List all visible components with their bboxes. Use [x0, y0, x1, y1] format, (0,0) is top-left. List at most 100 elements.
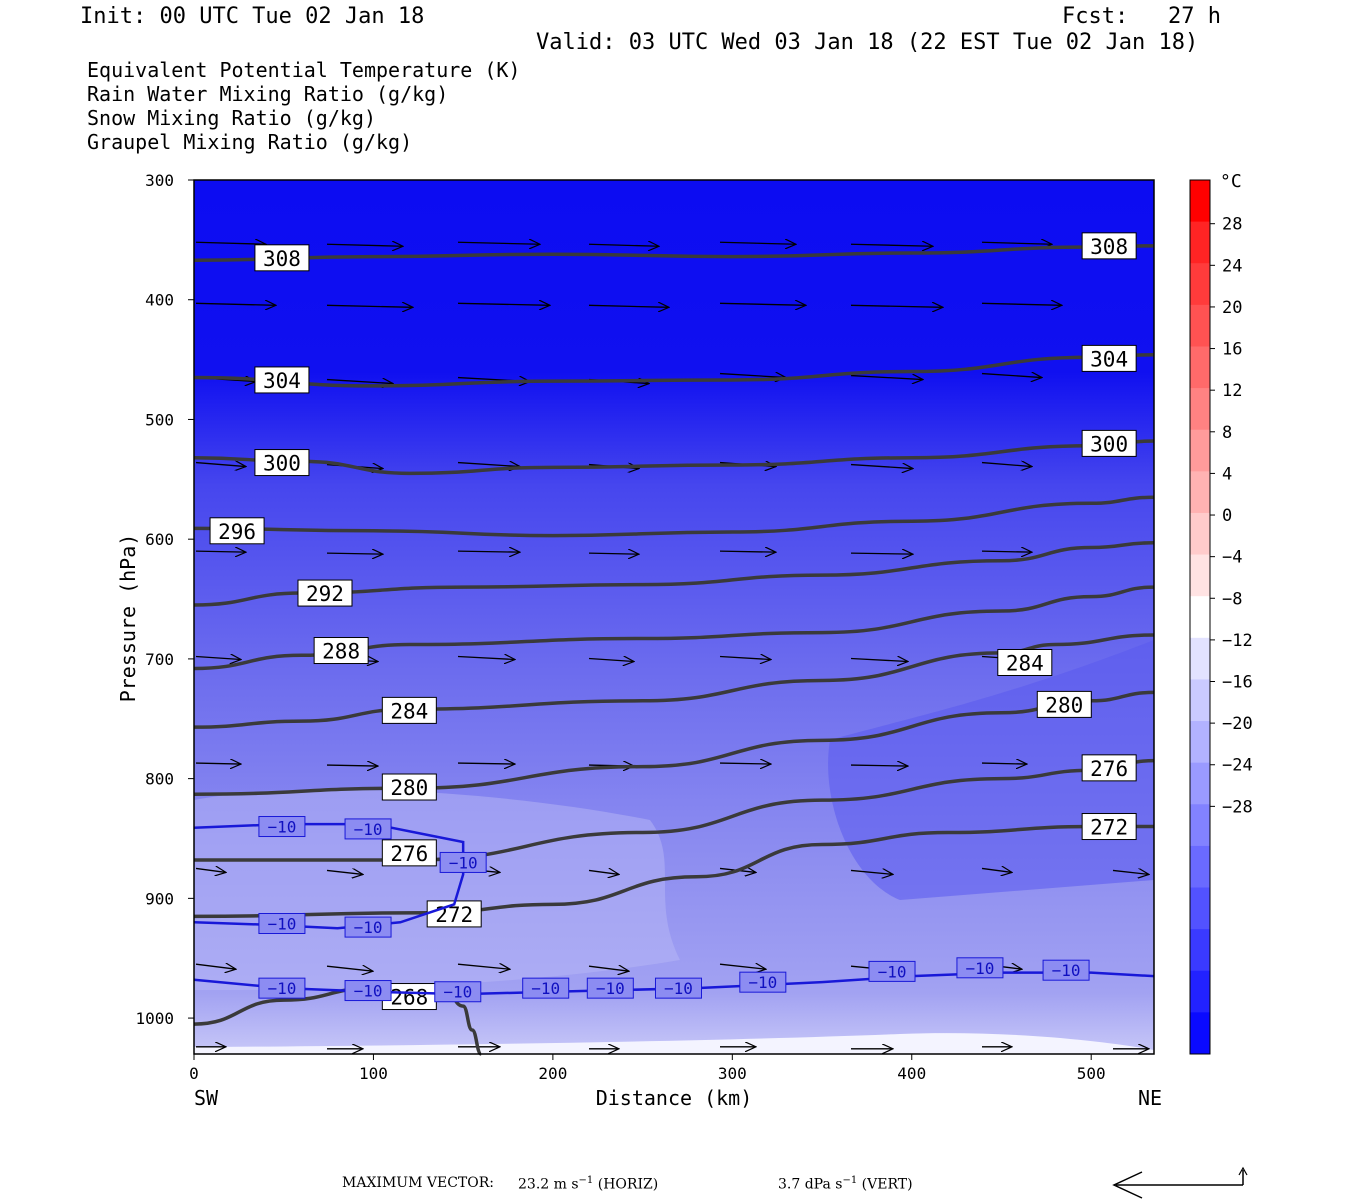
colorbar-tick-label: 28	[1222, 215, 1242, 235]
wind-vector	[719, 964, 766, 969]
temperature-label: −10	[267, 979, 296, 998]
theta-e-label-box	[254, 449, 310, 477]
theta-e-label: 284	[1006, 651, 1044, 675]
max-vector-vert-exp: −1	[842, 1175, 858, 1186]
temperature-label: −10	[354, 820, 383, 839]
colorbar-swatch	[1190, 304, 1210, 347]
wind-vector	[457, 303, 550, 305]
theta-e-line	[193, 244, 1155, 262]
theta-e-contours: 308 3083043043003002962922882842842802802…	[193, 232, 1155, 1056]
legend-snow: Snow Mixing Ratio (g/kg)	[87, 106, 376, 130]
theta-e-label: 304	[1090, 347, 1128, 371]
temperature-label-box	[344, 980, 392, 1002]
theta-e-label-box	[997, 648, 1053, 676]
colorbar-swatch	[1190, 721, 1210, 764]
colorbar-swatch	[1190, 929, 1210, 972]
wind-vector	[195, 763, 241, 764]
colorbar: 28 24 20 16 12 8 4 0 −4 −8 −12 −16 −20 −24 −28	[1189, 179, 1253, 1055]
init-time: Init: 00 UTC Tue 02 Jan 18	[80, 4, 425, 29]
wind-vector	[850, 465, 913, 469]
colorbar-tick-label: −12	[1222, 631, 1253, 651]
temperature-label: −10	[267, 914, 296, 933]
temperature-label: −10	[965, 959, 994, 978]
wind-vector	[457, 763, 515, 764]
temperature-label-box	[439, 851, 487, 873]
temperature-label: −10	[748, 973, 777, 992]
colorbar-tick-label: 0	[1222, 506, 1232, 526]
y-tick-label: 300	[145, 171, 174, 190]
colorbar-tick-label: 24	[1222, 256, 1242, 276]
theta-e-label-box	[1036, 690, 1092, 718]
wind-vector	[719, 763, 771, 764]
theta-e-label: 284	[390, 699, 428, 723]
theta-e-label-box	[1081, 344, 1137, 372]
wind-vector	[719, 303, 806, 305]
wind-vector	[326, 380, 393, 384]
wind-vector	[326, 870, 363, 874]
temperature-line	[193, 822, 465, 930]
wind-vector	[457, 964, 510, 969]
colorbar-swatch	[1190, 1012, 1210, 1055]
wind-vector	[195, 657, 241, 660]
x-tick-label: 500	[1077, 1064, 1106, 1083]
temperature-label-box	[522, 977, 570, 999]
x-end-left: SW	[194, 1086, 219, 1110]
theta-e-label: 296	[218, 520, 256, 544]
temperature-label-box	[586, 977, 634, 999]
wind-vector	[195, 868, 226, 872]
wind-vector	[195, 964, 236, 969]
wind-vector	[981, 763, 1027, 764]
colorbar-tick-label: 20	[1222, 298, 1242, 318]
wind-vector	[981, 868, 1012, 872]
theta-e-label: 292	[306, 582, 344, 606]
colorbar-swatch	[1190, 887, 1210, 930]
colorbar-tick-label: 4	[1222, 464, 1232, 484]
y-tick-label: 600	[145, 530, 174, 549]
wind-vector	[195, 242, 266, 244]
y-axis: 300 400 500 600 700 800 900 1000	[135, 171, 194, 1028]
wind-vector	[981, 303, 1062, 305]
temperature-label: −10	[1052, 961, 1081, 980]
valid-time: Valid: 03 UTC Wed 03 Jan 18 (22 EST Tue …	[536, 30, 1199, 55]
colorbar-swatch	[1190, 180, 1210, 223]
legend-graupel: Graupel Mixing Ratio (g/kg)	[87, 130, 413, 154]
wind-vector	[850, 305, 943, 307]
wind-vector	[457, 242, 540, 244]
theta-e-line	[193, 353, 1155, 388]
colorbar-swatch	[1190, 512, 1210, 556]
colorbar-swatch	[1190, 762, 1210, 805]
x-tick-label: 100	[359, 1064, 388, 1083]
colorbar-unit: °C	[1220, 171, 1242, 192]
theta-e-label-box	[313, 637, 369, 665]
temperature-label: −10	[596, 979, 625, 998]
y-axis-label: Pressure (hPa)	[116, 534, 140, 703]
x-tick-label: 0	[189, 1064, 199, 1083]
reference-vector-icon	[1112, 1166, 1248, 1199]
wind-vector	[850, 765, 908, 766]
theta-e-label: 288	[322, 640, 360, 664]
theta-e-label: 272	[435, 903, 473, 927]
colorbar-swatch	[1190, 263, 1210, 306]
wind-vector	[326, 305, 413, 307]
wind-vector	[588, 244, 659, 246]
colorbar-swatch	[1190, 388, 1210, 431]
theta-e-label-box	[254, 244, 310, 272]
wind-vector	[326, 244, 403, 246]
wind-vector	[457, 551, 520, 552]
temperature-label-box	[258, 816, 306, 838]
wind-vector	[457, 657, 515, 660]
theta-e-label: 276	[1090, 757, 1128, 781]
colorbar-swatch	[1190, 346, 1210, 389]
temperature-label: −10	[531, 979, 560, 998]
temperature-label-box	[868, 960, 916, 982]
max-vector-horiz-tag: (HORIZ)	[597, 1176, 659, 1193]
theta-e-label-box	[381, 839, 437, 867]
wind-vector	[850, 244, 933, 246]
theta-e-label-box	[1081, 813, 1137, 841]
x-axis-label: Distance (km)	[596, 1086, 753, 1110]
x-tick-label: 300	[718, 1064, 747, 1083]
max-vector-vert: 3.7 dPa s−1 (VERT)	[778, 1175, 913, 1193]
max-vector-label: MAXIMUM VECTOR:	[342, 1175, 494, 1191]
max-vector-horiz: 23.2 m s−1 (HORIZ)	[518, 1175, 658, 1193]
theta-e-label-box	[254, 366, 310, 394]
